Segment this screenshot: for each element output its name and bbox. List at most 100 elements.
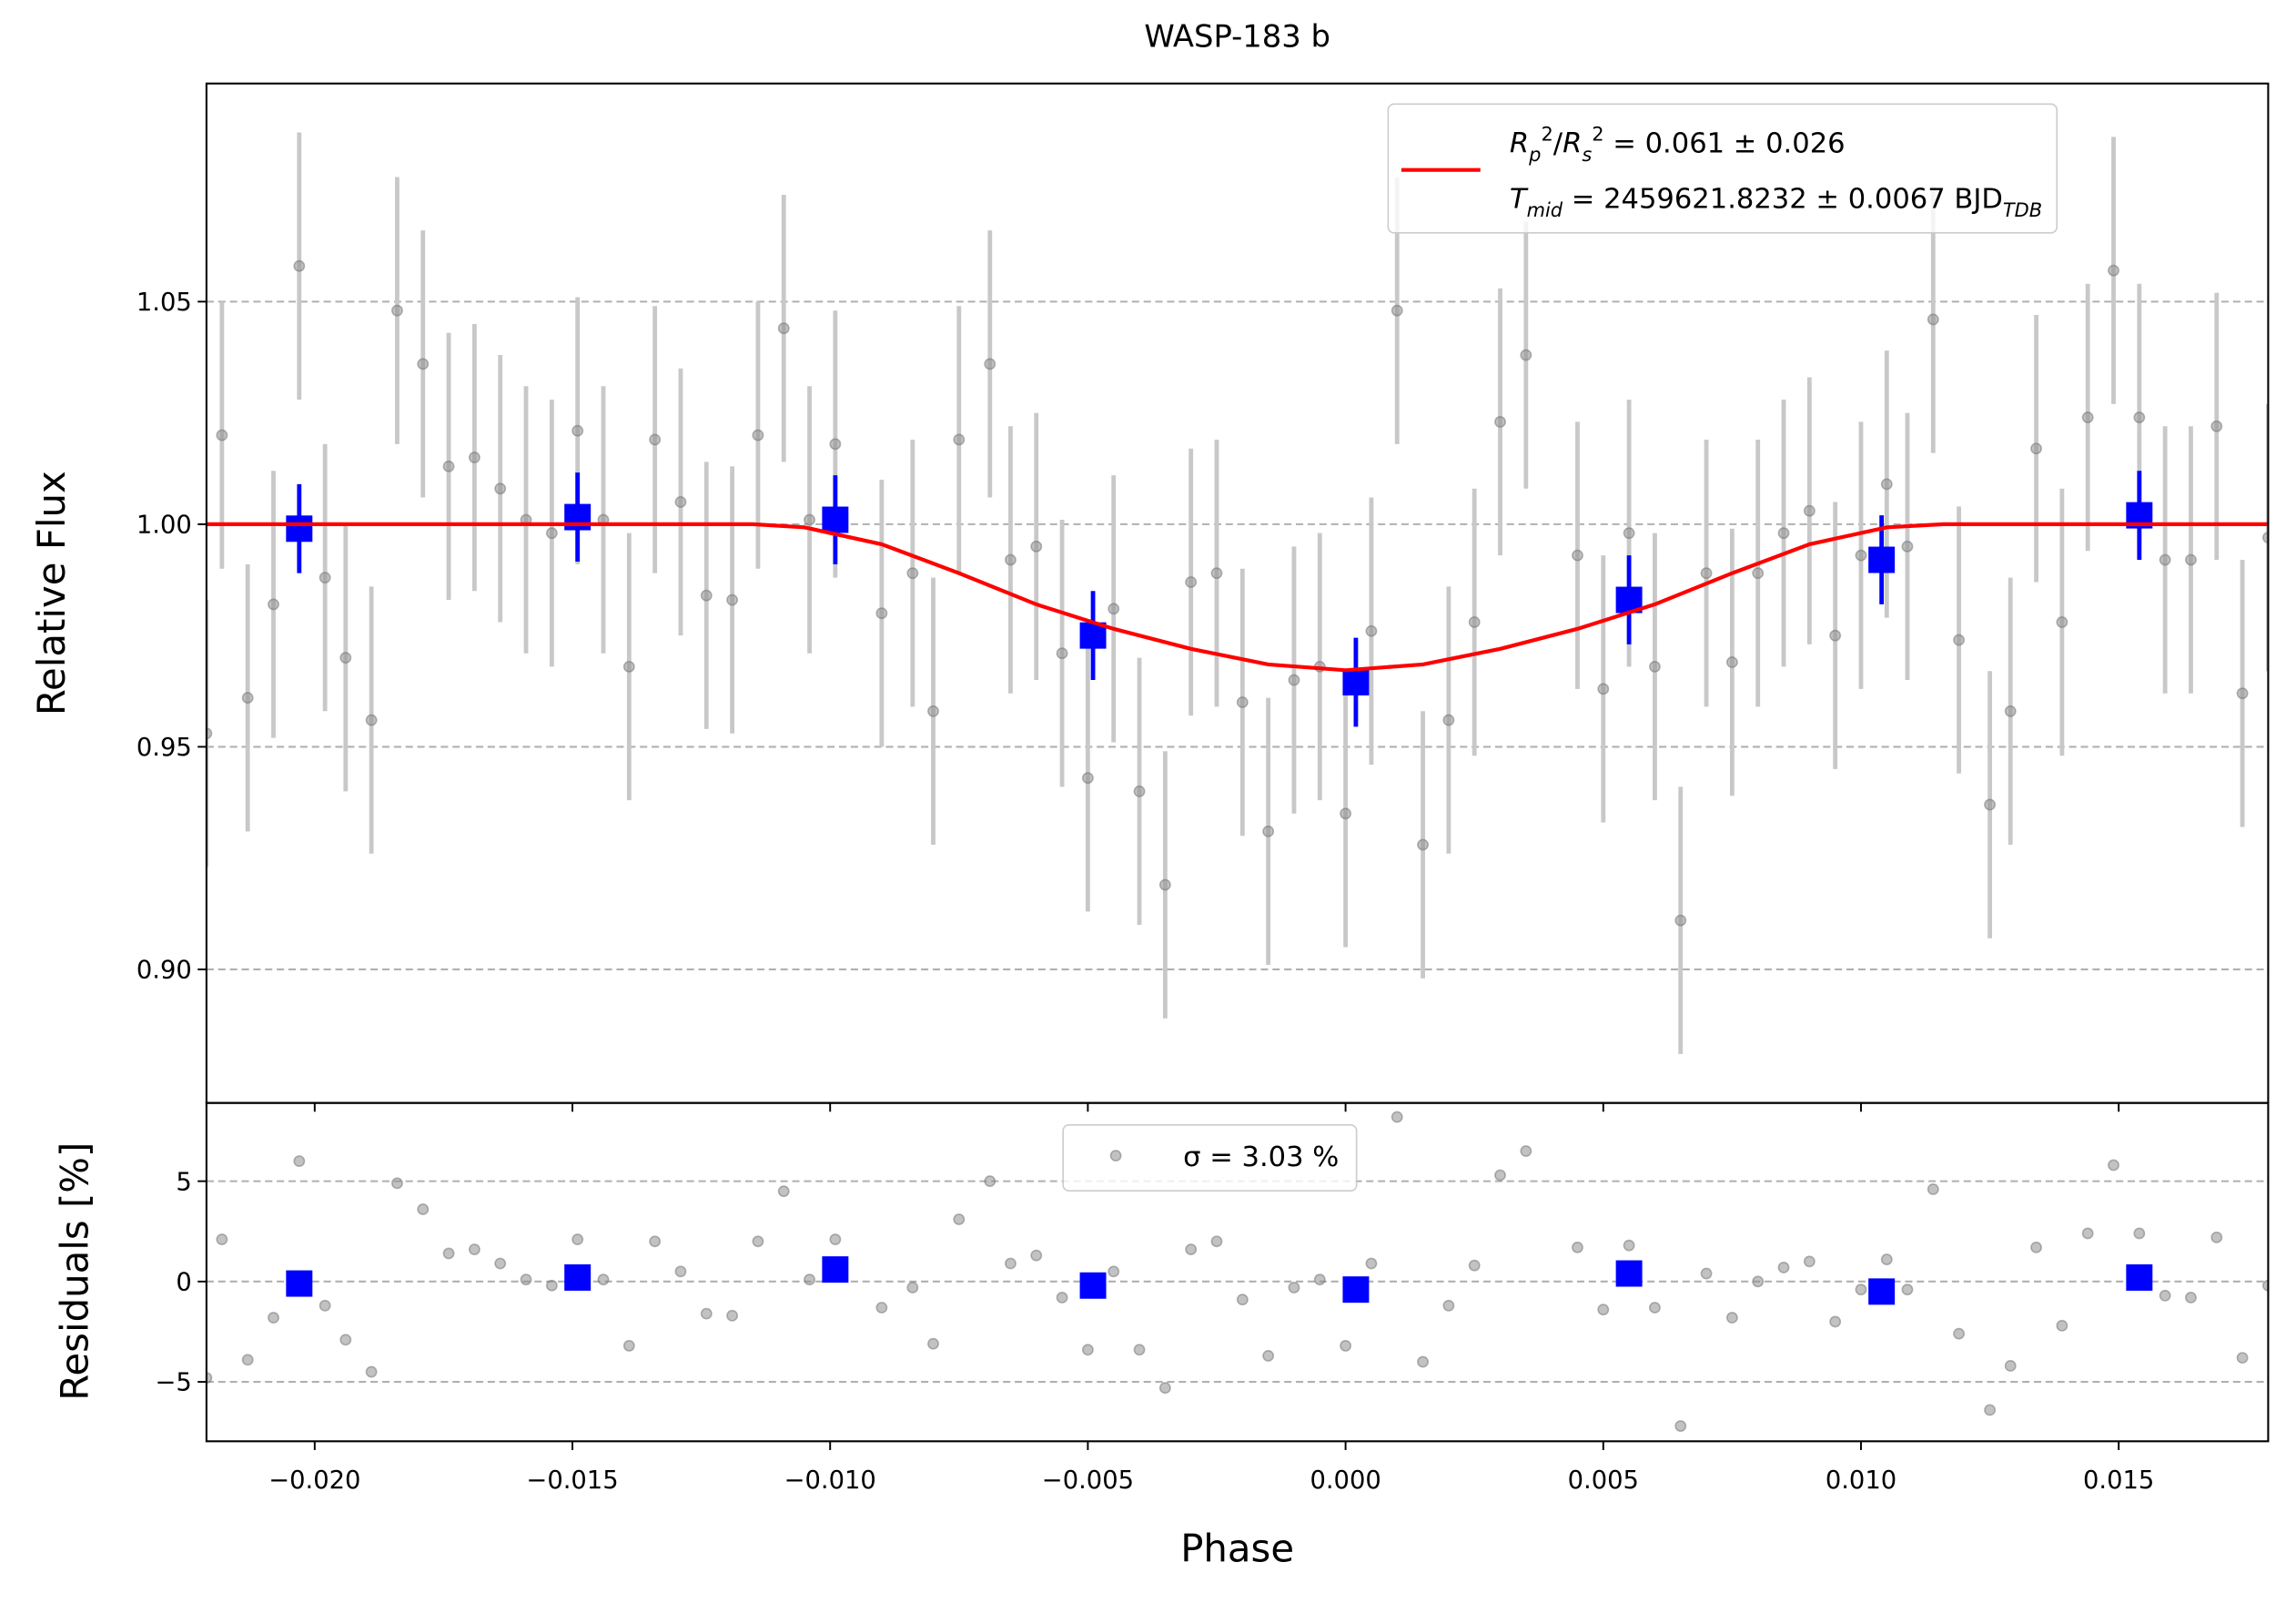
data-point	[1210, 1235, 1223, 1248]
data-point	[1391, 304, 1403, 317]
data-point	[804, 1273, 815, 1286]
data-point	[1005, 553, 1017, 566]
data-point	[1623, 1239, 1635, 1252]
model-line	[206, 522, 2269, 673]
binned-point	[1342, 1276, 1370, 1304]
data-point	[906, 567, 919, 580]
y-tick-label: 0.95	[137, 734, 192, 762]
binned-point	[1615, 1260, 1643, 1287]
data-point	[2261, 532, 2269, 543]
data-point	[984, 358, 996, 370]
data-point	[268, 1312, 279, 1324]
binned-point	[286, 1270, 313, 1297]
legend-text-part: = 2459621.8232 ± 0.0067 BJD	[1563, 184, 2003, 216]
data-point	[2236, 1352, 2249, 1365]
data-point	[1391, 1111, 1403, 1123]
data-point	[649, 1235, 662, 1248]
axes-frame	[205, 1101, 2270, 1443]
legend: σ = 3.03 %	[1062, 1123, 1358, 1192]
data-point	[1494, 415, 1506, 428]
data-point	[1185, 1243, 1198, 1256]
data-point	[571, 424, 584, 437]
data-point	[953, 1213, 966, 1225]
legend-label: Rp2/Rs2 = 0.061 ± 0.026	[1510, 123, 1846, 166]
data-point	[365, 1365, 378, 1378]
data-point	[1005, 1257, 1017, 1270]
legend-text-part: T	[1510, 184, 1529, 216]
data-point	[1880, 1253, 1893, 1266]
data-point	[1262, 825, 1275, 837]
data-point	[1056, 1292, 1068, 1304]
data-point	[319, 1299, 331, 1312]
data-point	[1210, 567, 1223, 580]
data-point	[1468, 616, 1481, 628]
data-point	[726, 1309, 739, 1322]
data-point	[2210, 420, 2223, 432]
x-tick-label: −0.015	[526, 1466, 618, 1495]
data-point	[1520, 1145, 1532, 1157]
data-point	[2004, 1360, 2017, 1372]
data-point	[927, 1337, 939, 1350]
data-point	[1953, 634, 1966, 646]
data-point	[206, 1372, 213, 1385]
y-tick-label: −5	[155, 1369, 191, 1397]
data-point	[1442, 714, 1455, 726]
data-point	[2236, 687, 2249, 700]
data-point	[984, 1175, 996, 1188]
data-point	[2056, 1319, 2068, 1332]
data-point	[927, 705, 939, 717]
data-point	[1984, 798, 1997, 811]
data-point	[1236, 696, 1249, 708]
data-point	[1674, 914, 1687, 927]
data-point	[391, 304, 403, 317]
legend-label: σ = 3.03 %	[1183, 1141, 1339, 1173]
x-tick-label: −0.010	[784, 1466, 876, 1495]
data-point	[339, 1334, 352, 1346]
y-tick-label: 1.00	[137, 512, 192, 540]
data-point	[417, 1203, 430, 1215]
data-point	[293, 1155, 306, 1168]
data-point	[468, 1243, 480, 1256]
data-point	[339, 652, 352, 665]
data-point	[216, 429, 228, 441]
y-tick-label: 5	[176, 1168, 191, 1196]
legend-text-part: TDB	[2003, 199, 2042, 221]
data-point	[1855, 549, 1867, 562]
y-axis-label: Relative Flux	[29, 471, 74, 715]
data-point	[1108, 603, 1120, 615]
data-point	[1752, 1275, 1765, 1288]
data-point	[1030, 540, 1043, 553]
data-point	[1752, 567, 1765, 580]
data-point	[1725, 1312, 1738, 1324]
data-point	[1648, 1302, 1661, 1314]
data-point	[241, 692, 254, 705]
data-point	[1108, 1265, 1120, 1278]
data-point	[442, 460, 455, 472]
binned-point	[822, 506, 849, 533]
data-point	[545, 1279, 558, 1292]
binned-point	[1868, 1278, 1896, 1305]
data-point	[468, 451, 480, 463]
data-point	[2159, 1289, 2171, 1302]
data-point	[494, 1257, 507, 1270]
data-point	[1803, 504, 1816, 517]
legend-label: Tmid = 2459621.8232 ± 0.0067 BJDTDB	[1510, 184, 2042, 222]
legend-text-part: R	[1510, 127, 1529, 159]
data-point	[2030, 1241, 2042, 1253]
data-point	[417, 358, 430, 370]
data-point	[1880, 478, 1893, 491]
data-point	[2133, 411, 2146, 423]
data-point	[1984, 1404, 1997, 1416]
data-point	[1030, 1249, 1043, 1262]
data-point	[1777, 1261, 1790, 1273]
binned-point	[822, 1256, 849, 1283]
data-point	[752, 429, 764, 441]
data-point	[2185, 1292, 2197, 1304]
data-point	[1158, 878, 1171, 891]
legend-text-part: /	[1553, 127, 1563, 159]
legend-text-part: s	[1582, 144, 1592, 166]
data-point	[1133, 1344, 1146, 1356]
data-point	[1597, 683, 1610, 695]
binned-point	[564, 1263, 592, 1291]
binned-point	[1868, 546, 1896, 573]
